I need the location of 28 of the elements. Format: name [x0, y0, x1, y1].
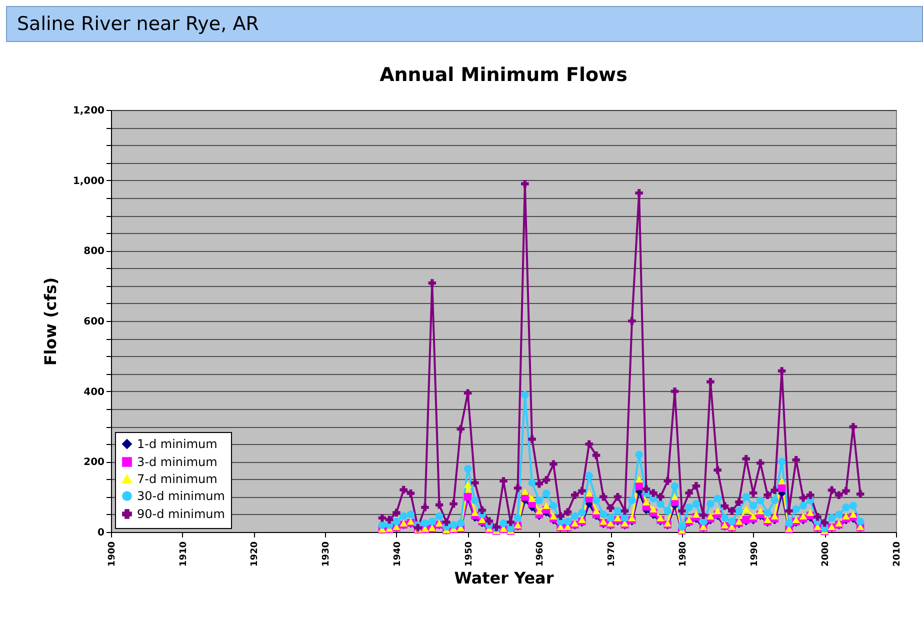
x-tick-label: 1920 [250, 542, 260, 567]
x-tick-label: 1900 [108, 542, 118, 567]
legend-label: 90-d minimum [137, 507, 225, 521]
legend-label: 30-d minimum [137, 489, 225, 503]
legend-label: 7-d minimum [137, 472, 218, 486]
y-tick-label: 1,000 [72, 176, 105, 187]
x-tick-label: 1980 [678, 542, 688, 567]
y-tick-label: 600 [84, 316, 105, 328]
x-tick-label: 1960 [536, 542, 546, 567]
x-tick-label: 1990 [750, 542, 760, 567]
x-tick-label: 2000 [821, 542, 832, 567]
x-tick-label: 2010 [892, 542, 902, 567]
x-axis-title: Water Year [454, 568, 554, 588]
y-tick-label: 400 [84, 386, 105, 398]
legend-label: 3-d minimum [137, 455, 218, 469]
x-tick-label: 1930 [322, 542, 332, 567]
y-tick-label: 1,200 [72, 106, 105, 116]
x-tick-label: 1910 [178, 542, 189, 567]
y-tick-label: 200 [84, 457, 105, 468]
x-tick-label: 1940 [392, 542, 403, 567]
chart-title: Saline River near Rye, AR [6, 6, 923, 42]
y-axis-title: Flow (cfs) [40, 277, 60, 366]
x-tick-label: 1950 [464, 542, 474, 567]
x-tick-label: 1970 [607, 542, 618, 567]
y-tick-label: 800 [84, 246, 105, 258]
y-tick-label: 0 [98, 528, 105, 538]
legend-label: 1-d minimum [137, 437, 218, 451]
chart-subtitle: Annual Minimum Flows [380, 64, 628, 86]
